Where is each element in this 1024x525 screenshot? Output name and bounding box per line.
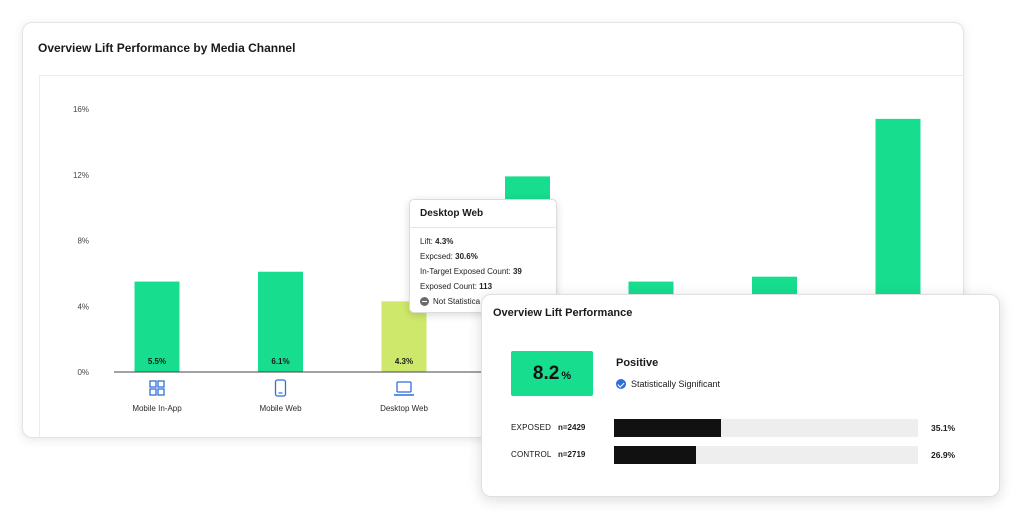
control-bar-track	[614, 446, 918, 464]
lift-unit: %	[561, 370, 572, 382]
exposed-row: EXPOSED n=2429 35.1%	[511, 419, 981, 437]
tooltip-exposed-count-row: Exposed Count: 113	[420, 279, 546, 294]
bar-desktop-web[interactable]	[381, 301, 427, 372]
tooltip-exposed-count-value: 113	[479, 282, 493, 291]
tooltip-status-row: Not Statistica	[420, 294, 546, 309]
tooltip-body: Lift: 4.3% Expcsed: 30.6% In-Target Expo…	[410, 228, 556, 312]
bar-mobile-in-app[interactable]	[134, 281, 180, 372]
overview-lift-card: Overview Lift Performance 8.2 % Positive…	[481, 294, 1000, 497]
y-tick-label: 4%	[77, 302, 89, 311]
y-tick-label: 16%	[73, 105, 89, 114]
exposed-bar-fill	[614, 419, 721, 437]
laptop-icon	[394, 381, 414, 396]
significance-row: Statistically Significant	[616, 379, 720, 389]
tooltip-in-target-row: In-Target Exposed Count: 39	[420, 264, 546, 279]
tooltip-exposed-row: Expcsed: 30.6%	[420, 249, 546, 264]
lift-value-box: 8.2 %	[511, 351, 593, 396]
exposed-bar-track	[614, 419, 918, 437]
control-bar-fill	[614, 446, 696, 464]
bar-mobile-web[interactable]	[258, 271, 303, 372]
minus-circle-icon	[420, 297, 429, 306]
phone-icon	[274, 379, 287, 397]
y-tick-label: 8%	[77, 237, 89, 246]
bar-value-label: 5.5%	[148, 357, 166, 366]
significance-text: Statistically Significant	[631, 379, 721, 389]
exposed-label: EXPOSED	[511, 423, 552, 432]
result-label: Positive	[616, 357, 659, 369]
check-circle-icon	[616, 379, 626, 389]
control-n: n=2719	[558, 450, 586, 459]
tooltip-in-target-value: 39	[512, 267, 522, 276]
channel-label: Desktop Web	[380, 404, 428, 413]
channel-label: Mobile In-App	[132, 404, 182, 413]
grid-icon	[149, 380, 165, 396]
channel-label: Mobile Web	[259, 404, 302, 413]
lift-value: 8.2	[532, 362, 560, 384]
overview-title: Overview Lift Performance	[493, 307, 633, 319]
control-label: CONTROL	[511, 450, 552, 459]
tooltip-in-target-label: In-Target Exposed Count:	[420, 267, 511, 276]
tooltip-status-text: Not Statistica	[433, 297, 481, 306]
tooltip-lift-label: Lift:	[420, 237, 433, 246]
tooltip-title: Desktop Web	[410, 200, 556, 228]
main-chart-title: Overview Lift Performance by Media Chann…	[38, 41, 296, 55]
tooltip-lift-value: 4.3%	[435, 237, 454, 246]
bar-value-label: 4.3%	[395, 357, 413, 366]
control-row: CONTROL n=2719 26.9%	[511, 446, 981, 464]
tooltip-exposed-count-label: Exposed Count:	[420, 282, 477, 291]
exposed-percent: 35.1%	[931, 423, 956, 433]
exposed-n: n=2429	[558, 423, 586, 432]
tooltip-exposed-label: Expcsed:	[420, 252, 453, 261]
tooltip-exposed-value: 30.6%	[455, 252, 478, 261]
control-percent: 26.9%	[931, 450, 956, 460]
tooltip-lift-row: Lift: 4.3%	[420, 234, 546, 249]
y-tick-label: 12%	[73, 171, 89, 180]
bar-value-label: 6.1%	[271, 357, 289, 366]
y-tick-label: 0%	[77, 368, 89, 377]
